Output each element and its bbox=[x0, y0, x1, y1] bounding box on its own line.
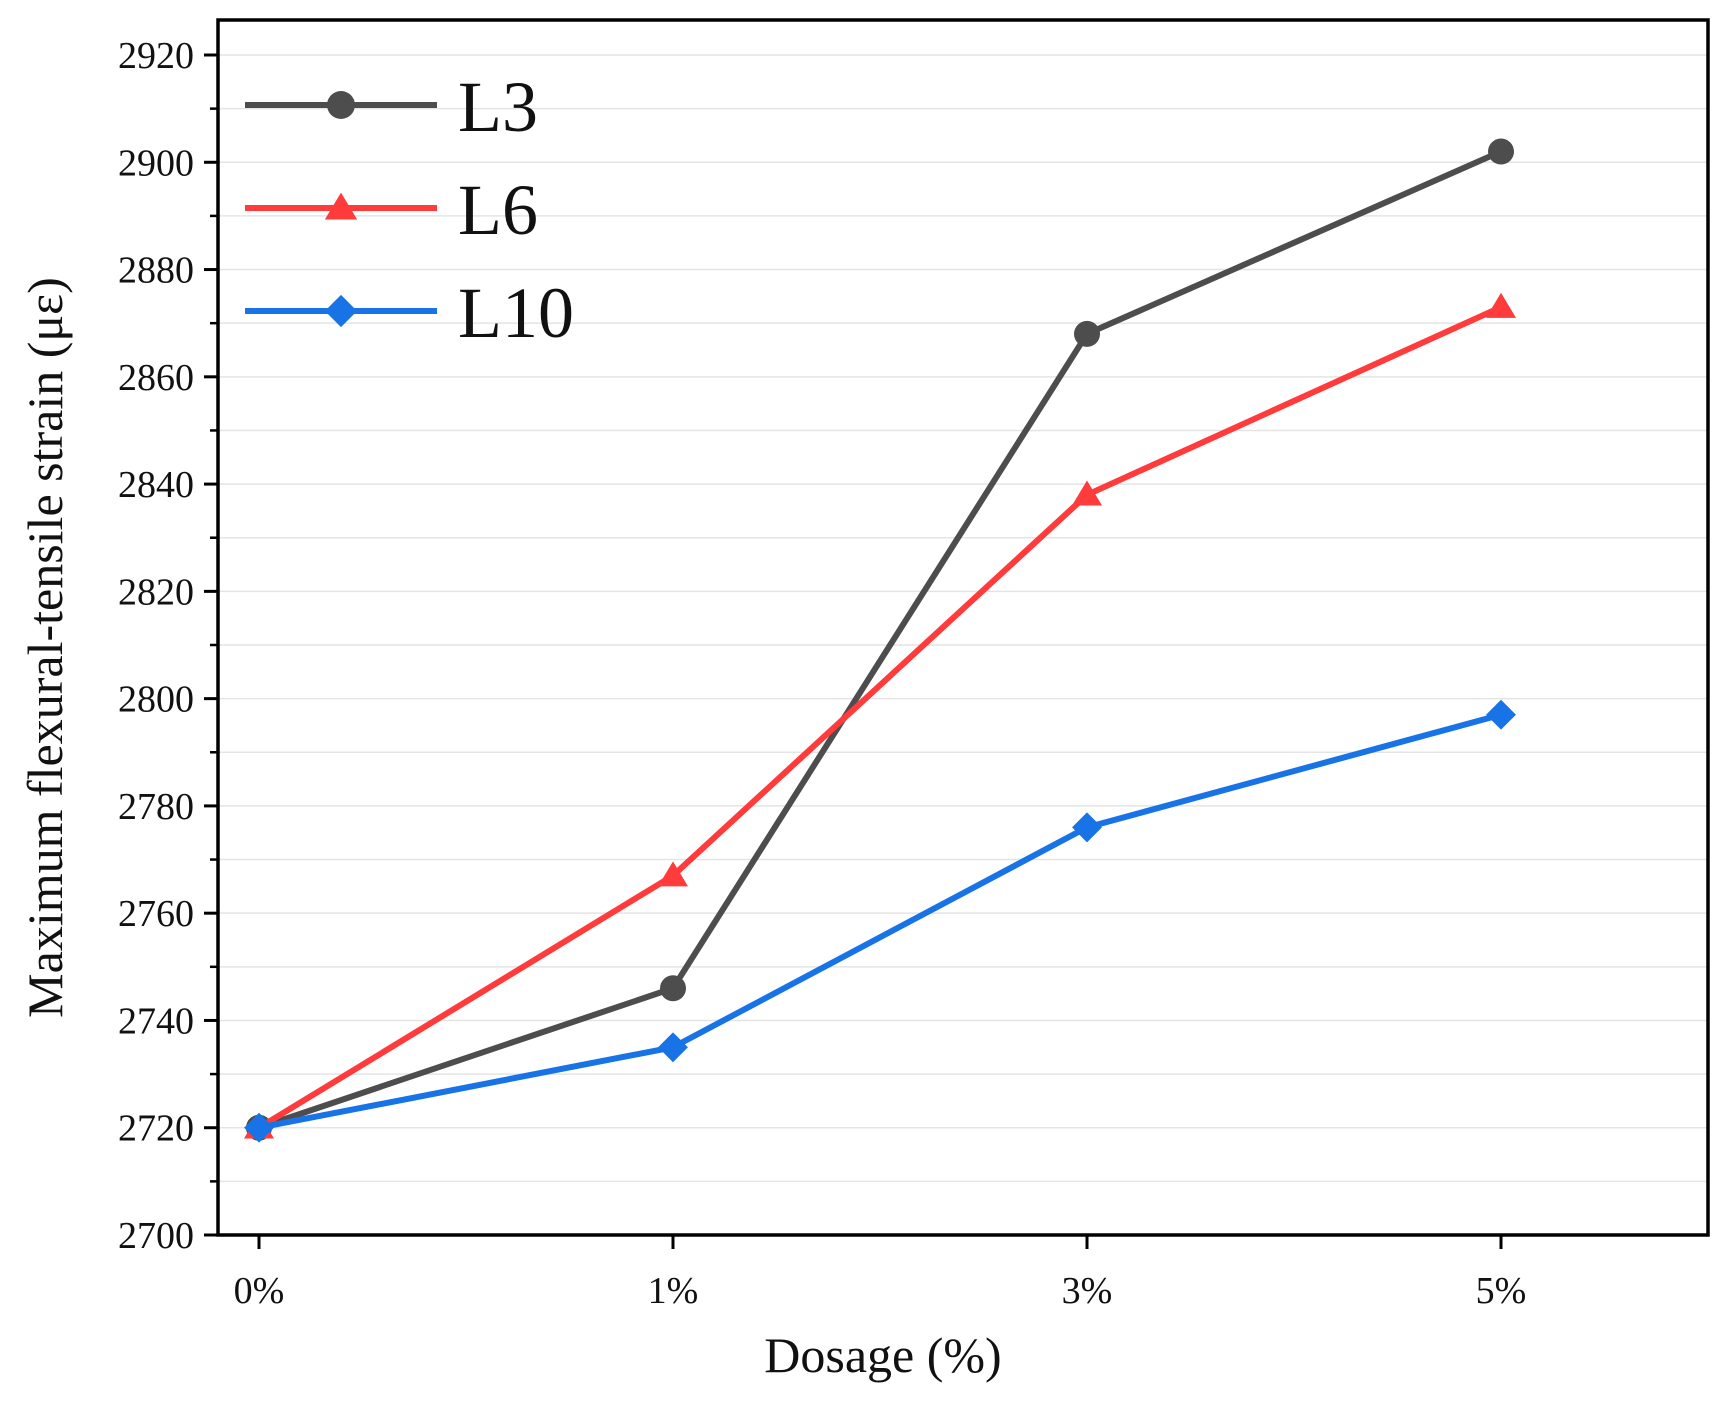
data-point-l10 bbox=[244, 1112, 274, 1143]
data-point-l6 bbox=[1071, 480, 1103, 506]
data-point-l10 bbox=[658, 1032, 688, 1063]
y-tick-label: 2820 bbox=[118, 571, 194, 613]
y-tick-label: 2860 bbox=[118, 357, 194, 399]
legend: L3 L6 L10 bbox=[245, 67, 574, 353]
plot-frame bbox=[216, 18, 1710, 1237]
x-axis-title: Dosage (%) bbox=[764, 1327, 1001, 1383]
y-tick-label: 2700 bbox=[118, 1215, 194, 1257]
legend-item-l10: L10 bbox=[245, 273, 574, 353]
data-point-l10 bbox=[1486, 699, 1516, 730]
series-line-l3 bbox=[258, 148, 1503, 1131]
data-point-l3 bbox=[1074, 320, 1100, 347]
y-tick-label: 2920 bbox=[118, 35, 194, 77]
series-line-l10 bbox=[258, 711, 1502, 1131]
y-tick-label: 2720 bbox=[118, 1108, 194, 1150]
data-point-l3 bbox=[1488, 138, 1514, 165]
legend-label: L6 bbox=[458, 170, 538, 250]
y-tick-label: 2780 bbox=[118, 786, 194, 828]
data-point-l6 bbox=[1485, 292, 1517, 318]
y-tick-label: 2880 bbox=[118, 250, 194, 292]
legend-item-l3: L3 bbox=[245, 67, 538, 147]
legend-marker bbox=[327, 91, 355, 119]
x-tick-label: 0% bbox=[234, 1270, 285, 1312]
data-point-l3 bbox=[660, 975, 686, 1002]
axes: 2700 2720 2740 2760 2780 2800 2820 2840 2860 2880… bbox=[118, 18, 1710, 1312]
legend-label: L10 bbox=[458, 273, 574, 353]
legend-marker bbox=[324, 294, 358, 328]
y-axis-title: Maximum flexural-tensile strain (με) bbox=[17, 277, 73, 1018]
y-tick-label: 2760 bbox=[118, 893, 194, 935]
series-lines bbox=[243, 138, 1517, 1143]
x-tick-label: 3% bbox=[1062, 1270, 1113, 1312]
legend-label: L3 bbox=[458, 67, 538, 147]
series-line-l6 bbox=[257, 304, 1503, 1131]
x-tick-label: 1% bbox=[648, 1270, 699, 1312]
data-point-l6 bbox=[657, 861, 689, 887]
series-l3 bbox=[246, 138, 1514, 1141]
y-tick-label: 2800 bbox=[118, 679, 194, 721]
x-tick-label: 5% bbox=[1476, 1270, 1527, 1312]
series-l6 bbox=[243, 292, 1517, 1139]
y-tick-label: 2740 bbox=[118, 1000, 194, 1042]
series-l10 bbox=[244, 699, 1516, 1143]
data-point-l10 bbox=[1072, 812, 1102, 843]
legend-marker bbox=[324, 192, 358, 220]
y-tick-label: 2900 bbox=[118, 142, 194, 184]
grid bbox=[218, 54, 1708, 1183]
legend-item-l6: L6 bbox=[245, 170, 538, 250]
y-tick-label: 2840 bbox=[118, 464, 194, 506]
